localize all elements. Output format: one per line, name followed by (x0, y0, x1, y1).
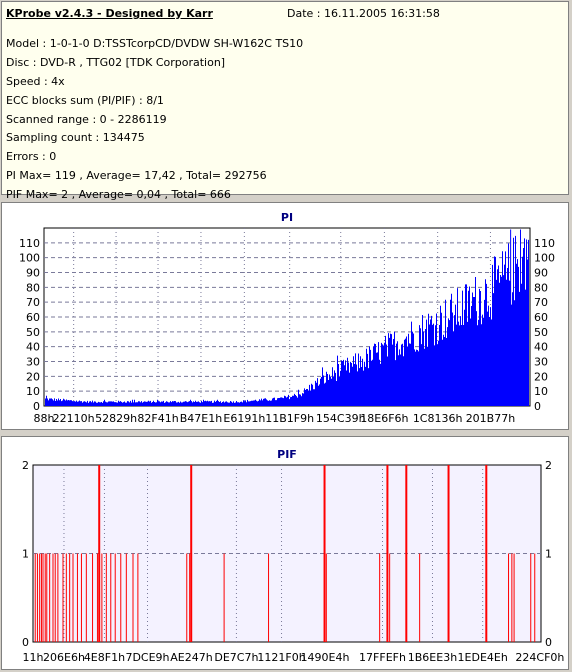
pi-chart-panel: PI 0 0 10 10 20 20 30 30 40 40 50 50 60 60 70 70 80 80 90 90… (1, 202, 569, 430)
y-tick-label-right: 110 (534, 237, 555, 250)
app-title: KProbe v2.4.3 - Designed by Karr (6, 7, 213, 20)
y-tick-label-right: 30 (534, 356, 548, 369)
x-tick-label: 88h (34, 412, 55, 425)
x-tick-label: 1121F0h (257, 651, 305, 664)
x-tick-label: 224CF0h (515, 651, 564, 664)
y-tick-label-right: 1 (545, 548, 552, 561)
pi-series (45, 229, 529, 406)
info-scanned-range: Scanned range : 0 - 2286119 (6, 112, 167, 126)
y-tick-label-right: 80 (534, 281, 548, 294)
x-tick-label: AE247h (170, 651, 212, 664)
x-tick-label: 201B77h (466, 412, 516, 425)
x-tick-label: 17FFEFh (359, 651, 406, 664)
y-tick-label-right: 70 (534, 296, 548, 309)
y-tick-label-left: 0 (22, 636, 29, 649)
y-tick-label-left: 20 (26, 370, 40, 383)
y-tick-label-left: 0 (33, 400, 40, 413)
y-tick-label-right: 20 (534, 370, 548, 383)
info-panel: KProbe v2.4.3 - Designed by Karr Date : … (1, 1, 569, 201)
x-tick-label: 4E8F1h (84, 651, 125, 664)
y-tick-label-left: 110 (19, 237, 40, 250)
x-tick-label: 206E6h (43, 651, 85, 664)
y-tick-label-left: 2 (22, 459, 29, 472)
x-tick-label: 1EDE4Eh (458, 651, 508, 664)
info-model: Model : 1-0-1-0 D:TSSTcorpCD/DVDW SH-W16… (6, 37, 304, 50)
x-tick-label: 1C8136h (413, 412, 463, 425)
y-tick-label-left: 50 (26, 326, 40, 339)
x-tick-label: DE7C7h (214, 651, 258, 664)
info-errors: Errors : 0 (6, 150, 57, 164)
info-speed: Speed : 4x (6, 74, 65, 88)
y-tick-label-left: 100 (19, 252, 40, 265)
y-tick-label-left: 60 (26, 311, 40, 324)
chart-title: PIF (277, 448, 297, 461)
x-tick-label: 18E6F6h (360, 412, 408, 425)
info-pi-stats: PI Max= 119 , Average= 17,42 , Total= 29… (6, 169, 267, 183)
y-tick-label-left: 90 (26, 267, 40, 280)
x-tick-label: 82F41h (137, 412, 178, 425)
x-tick-label: 1490E4h (301, 651, 350, 664)
x-tick-label: 154C39h (316, 412, 366, 425)
scan-date: Date : 16.11.2005 16:31:58 (287, 7, 440, 20)
y-tick-label-right: 60 (534, 311, 548, 324)
info-disc: Disc : DVD-R , TTG02 [TDK Corporation] (6, 55, 226, 69)
x-tick-label: B47E1h (180, 412, 222, 425)
x-tick-label: 11h (23, 651, 44, 664)
info-pif-stats: PIF Max= 2 , Average= 0,04 , Total= 666 (6, 188, 231, 202)
info-ecc-sum: ECC blocks sum (PI/PIF) : 8/1 (6, 93, 164, 107)
pif-chart-panel: PIF 0 0 1 1 2 2 11h 206E6h 4E8F1h 7DCE9h AE247h DE7C… (1, 436, 569, 670)
y-tick-label-left: 70 (26, 296, 40, 309)
x-tick-label: 22110h (53, 412, 95, 425)
y-tick-label-right: 2 (545, 459, 552, 472)
pif-series (34, 465, 536, 642)
x-tick-label: 7DCE9h (125, 651, 169, 664)
x-tick-label: 52829h (95, 412, 137, 425)
chart-title: PI (281, 211, 293, 224)
y-tick-label-left: 1 (22, 548, 29, 561)
y-tick-label-left: 30 (26, 356, 40, 369)
info-sampling-count: Sampling count : 134475 (6, 131, 145, 145)
y-tick-label-left: 80 (26, 281, 40, 294)
info-lines: Model : 1-0-1-0 D:TSSTcorpCD/DVDW SH-W16… (6, 35, 303, 205)
y-tick-label-right: 90 (534, 267, 548, 280)
x-tick-label: 1B6EE3h (408, 651, 457, 664)
y-tick-label-right: 40 (534, 341, 548, 354)
y-tick-label-right: 100 (534, 252, 555, 265)
y-tick-label-right: 10 (534, 385, 548, 398)
y-tick-label-left: 10 (26, 385, 40, 398)
y-tick-label-right: 0 (534, 400, 541, 413)
y-tick-label-left: 40 (26, 341, 40, 354)
y-tick-label-right: 50 (534, 326, 548, 339)
x-tick-label: 11B1F9h (265, 412, 314, 425)
x-tick-label: E6191h (223, 412, 265, 425)
y-tick-label-right: 0 (545, 636, 552, 649)
